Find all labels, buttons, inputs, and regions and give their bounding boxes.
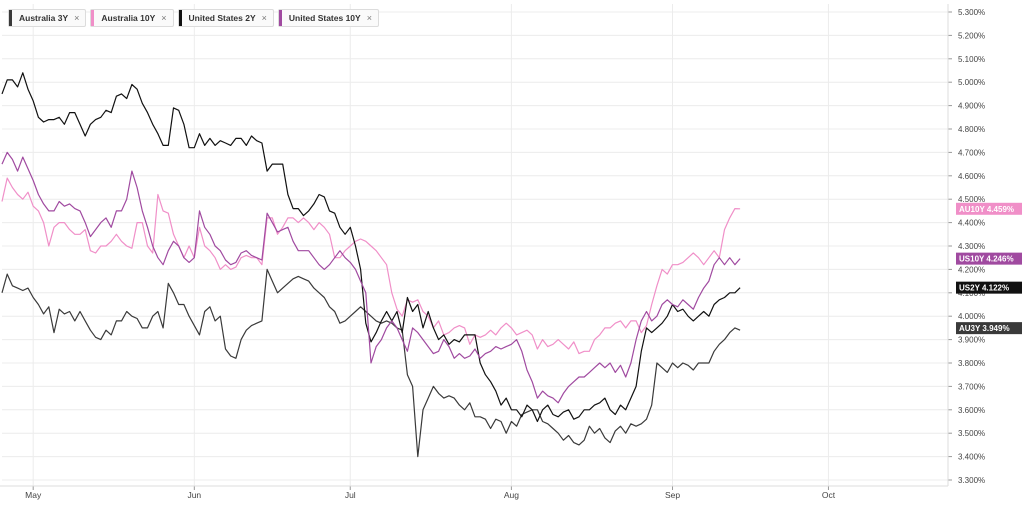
end-label-us10y: US10Y 4.246% xyxy=(956,252,1022,265)
y-tick-label: 4.000% xyxy=(958,312,985,321)
y-tick-label: 4.900% xyxy=(958,102,985,111)
end-label-au3y: AU3Y 3.949% xyxy=(956,322,1022,335)
close-icon[interactable]: × xyxy=(261,13,267,23)
legend-item-australia-3y[interactable]: Australia 3Y × xyxy=(8,9,87,27)
y-tick-label: 5.000% xyxy=(958,78,985,87)
legend-label: Australia 3Y xyxy=(19,13,69,23)
x-tick-label: Jun xyxy=(187,490,201,500)
y-tick-label: 4.600% xyxy=(958,172,985,181)
y-tick-label: 3.500% xyxy=(958,429,985,438)
end-label-badge xyxy=(956,202,1022,215)
legend-swatch xyxy=(9,10,12,26)
y-tick-label: 4.700% xyxy=(958,148,985,157)
y-tick-label: 4.300% xyxy=(958,242,985,251)
series-line-australia-3y[interactable] xyxy=(1,268,741,458)
y-tick-label: 4.200% xyxy=(958,265,985,274)
x-tick-label: Aug xyxy=(504,490,519,500)
y-tick-label: 3.400% xyxy=(958,453,985,462)
close-icon[interactable]: × xyxy=(366,13,372,23)
close-icon[interactable]: × xyxy=(161,13,167,23)
series-line-united-states-10y[interactable] xyxy=(1,151,741,404)
x-axis: May Jun Jul Aug Sep Oct xyxy=(0,485,948,500)
legend-swatch xyxy=(91,10,95,26)
x-tick-label: Sep xyxy=(665,490,680,500)
y-tick-label: 5.300% xyxy=(958,8,985,17)
legend-swatch xyxy=(178,10,182,26)
x-tick-label: Jul xyxy=(345,490,356,500)
y-tick-label: 3.800% xyxy=(958,359,985,368)
legend-swatch xyxy=(278,10,282,26)
y-tick-label: 5.200% xyxy=(958,31,985,40)
y-tick-label: 4.800% xyxy=(958,125,985,134)
end-label-text: AU3Y 3.949% xyxy=(959,324,1010,333)
legend-label: United States 10Y xyxy=(288,13,361,23)
legend-label: United States 2Y xyxy=(188,13,256,23)
gridlines xyxy=(2,4,948,486)
end-label-text: US2Y 4.122% xyxy=(959,284,1009,293)
y-tick-label: 4.500% xyxy=(958,195,985,204)
end-label-text: AU10Y 4.459% xyxy=(959,205,1014,214)
legend-item-united-states-2y[interactable]: United States 2Y × xyxy=(177,9,274,27)
y-axis: 5.300% 5.200% 5.100% 5.000% 4.900% 4.800% 4.70… xyxy=(947,4,985,486)
y-tick-label: 3.600% xyxy=(958,406,985,415)
legend-label: Australia 10Y xyxy=(101,13,156,23)
end-value-labels: AU10Y 4.459% US10Y 4.246% US2Y 4.122% AU3Y … xyxy=(956,202,1022,335)
y-tick-label: 3.700% xyxy=(958,382,985,391)
end-label-badge xyxy=(956,252,1022,265)
y-tick-label: 3.300% xyxy=(958,476,985,485)
legend-item-united-states-10y[interactable]: United States 10Y × xyxy=(277,9,379,27)
legend: Australia 3Y × Australia 10Y × United St… xyxy=(8,9,379,27)
end-label-badge xyxy=(956,281,1022,294)
series-line-united-states-2y[interactable] xyxy=(1,72,741,423)
close-icon[interactable]: × xyxy=(74,13,80,23)
end-label-us2y: US2Y 4.122% xyxy=(956,281,1022,294)
series-lines xyxy=(1,72,741,458)
y-tick-label: 5.100% xyxy=(958,55,985,64)
y-tick-label: 3.900% xyxy=(958,336,985,345)
x-tick-label: May xyxy=(25,490,42,500)
legend-item-australia-10y[interactable]: Australia 10Y × xyxy=(90,9,174,27)
series-line-australia-10y[interactable] xyxy=(1,177,741,355)
end-label-badge xyxy=(956,322,1022,335)
y-tick-label: 4.400% xyxy=(958,219,985,228)
x-tick-label: Oct xyxy=(822,490,836,500)
end-label-text: US10Y 4.246% xyxy=(959,255,1014,264)
end-label-au10y: AU10Y 4.459% xyxy=(956,202,1022,215)
